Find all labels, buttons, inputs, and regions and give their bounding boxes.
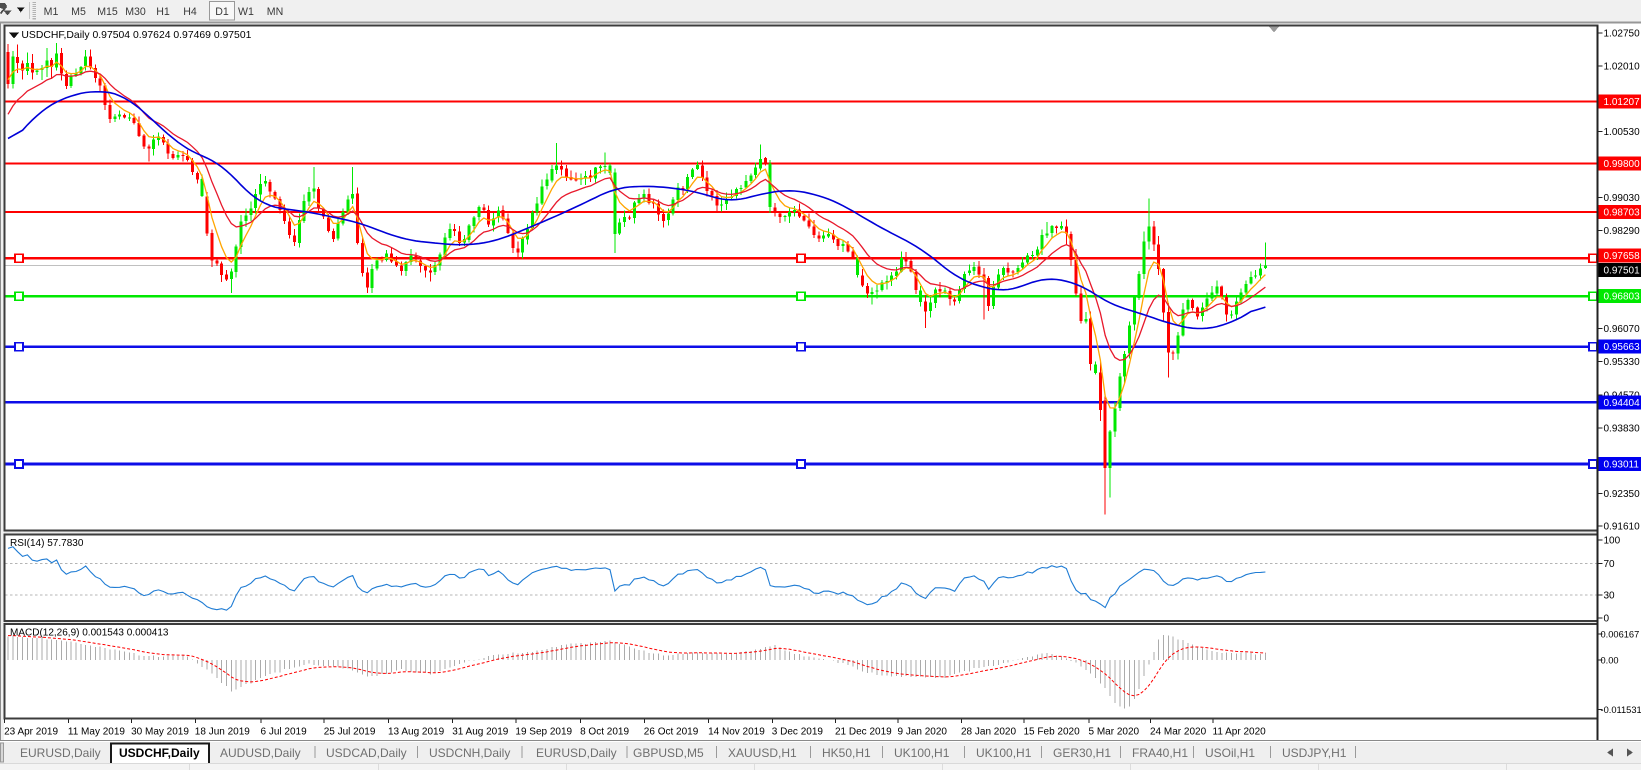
svg-text:MN: MN [267, 6, 283, 18]
svg-text:1.00530: 1.00530 [1604, 127, 1641, 138]
svg-text:21 Dec 2019: 21 Dec 2019 [835, 727, 892, 738]
svg-text:0.96070: 0.96070 [1604, 324, 1641, 335]
svg-text:1.02010: 1.02010 [1604, 61, 1641, 72]
svg-text:0.99030: 0.99030 [1604, 193, 1641, 204]
svg-text:30 May 2019: 30 May 2019 [131, 727, 189, 738]
svg-text:GER30,H1: GER30,H1 [1053, 746, 1111, 760]
svg-text:0.93011: 0.93011 [1604, 460, 1640, 471]
svg-text:13 Aug 2019: 13 Aug 2019 [388, 727, 445, 738]
svg-text:0: 0 [1604, 614, 1610, 625]
svg-text:H1: H1 [156, 6, 170, 18]
svg-text:XAUUSD,H1: XAUUSD,H1 [728, 746, 797, 760]
svg-text:0.98290: 0.98290 [1604, 226, 1641, 237]
svg-text:0.95663: 0.95663 [1604, 342, 1641, 353]
svg-text:9 Jan 2020: 9 Jan 2020 [898, 727, 948, 738]
svg-text:M15: M15 [97, 6, 118, 18]
svg-text:AUDUSD,Daily: AUDUSD,Daily [220, 746, 301, 760]
svg-text:28 Jan 2020: 28 Jan 2020 [961, 727, 1016, 738]
svg-text:EURUSD,Daily: EURUSD,Daily [20, 746, 101, 760]
svg-text:M30: M30 [125, 6, 146, 18]
svg-text:0.00: 0.00 [1601, 656, 1619, 666]
svg-text:USDCHF,Daily: USDCHF,Daily [21, 30, 90, 41]
svg-text:11 Apr 2020: 11 Apr 2020 [1213, 727, 1267, 738]
svg-text:1.02750: 1.02750 [1604, 29, 1641, 40]
svg-text:6 Jul 2019: 6 Jul 2019 [261, 727, 308, 738]
svg-text:0.94404: 0.94404 [1604, 398, 1641, 409]
svg-text:0.95330: 0.95330 [1604, 357, 1641, 368]
svg-text:M5: M5 [71, 6, 86, 18]
svg-text:EURUSD,Daily: EURUSD,Daily [536, 746, 617, 760]
svg-text:1.01207: 1.01207 [1604, 97, 1641, 108]
svg-text:0.91610: 0.91610 [1604, 522, 1641, 533]
svg-text:23 Apr 2019: 23 Apr 2019 [4, 727, 58, 738]
svg-text:15 Feb 2020: 15 Feb 2020 [1024, 727, 1081, 738]
svg-text:D1: D1 [215, 6, 229, 18]
svg-text:USDJPY,H1: USDJPY,H1 [1282, 746, 1347, 760]
svg-text:11 May 2019: 11 May 2019 [68, 727, 126, 738]
svg-text:M1: M1 [44, 6, 59, 18]
svg-text:0.99800: 0.99800 [1604, 159, 1641, 170]
svg-text:0.98703: 0.98703 [1604, 208, 1641, 219]
svg-text:14 Nov 2019: 14 Nov 2019 [708, 727, 765, 738]
svg-text:3 Dec 2019: 3 Dec 2019 [772, 727, 824, 738]
svg-text:70: 70 [1604, 559, 1616, 570]
svg-text:W1: W1 [238, 6, 254, 18]
svg-text:USDCAD,Daily: USDCAD,Daily [326, 746, 407, 760]
svg-text:0.97504 0.97624 0.97469 0.9750: 0.97504 0.97624 0.97469 0.97501 [93, 30, 252, 41]
svg-text:MACD(12,26,9) 0.001543 0.00041: MACD(12,26,9) 0.001543 0.000413 [10, 628, 169, 639]
svg-text:26 Oct 2019: 26 Oct 2019 [644, 727, 699, 738]
svg-text:8 Oct 2019: 8 Oct 2019 [580, 727, 629, 738]
svg-text:H4: H4 [183, 6, 197, 18]
svg-text:RSI(14) 57.7830: RSI(14) 57.7830 [10, 538, 84, 549]
svg-text:30: 30 [1604, 590, 1616, 601]
svg-text:0.93830: 0.93830 [1604, 423, 1641, 434]
svg-text:0.97658: 0.97658 [1604, 251, 1641, 262]
svg-text:GBPUSD,M5: GBPUSD,M5 [633, 746, 704, 760]
svg-text:31 Aug 2019: 31 Aug 2019 [452, 727, 509, 738]
svg-text:USDCNH,Daily: USDCNH,Daily [429, 746, 510, 760]
svg-text:0.96803: 0.96803 [1604, 292, 1641, 303]
svg-text:0.006167: 0.006167 [1601, 629, 1640, 639]
svg-text:UK100,H1: UK100,H1 [976, 746, 1032, 760]
svg-text:0.97501: 0.97501 [1604, 266, 1641, 277]
svg-text:24 Mar 2020: 24 Mar 2020 [1150, 727, 1207, 738]
svg-text:0.92350: 0.92350 [1604, 489, 1641, 500]
svg-text:100: 100 [1604, 536, 1621, 547]
svg-text:-0.011531: -0.011531 [1601, 705, 1641, 715]
svg-text:HK50,H1: HK50,H1 [822, 746, 871, 760]
svg-text:18 Jun 2019: 18 Jun 2019 [195, 727, 250, 738]
svg-text:USDCHF,Daily: USDCHF,Daily [119, 746, 200, 760]
svg-text:FRA40,H1: FRA40,H1 [1132, 746, 1188, 760]
svg-text:USOil,H1: USOil,H1 [1205, 746, 1255, 760]
svg-text:UK100,H1: UK100,H1 [894, 746, 950, 760]
svg-text:5 Mar 2020: 5 Mar 2020 [1089, 727, 1140, 738]
svg-text:25 Jul 2019: 25 Jul 2019 [324, 727, 376, 738]
svg-text:19 Sep 2019: 19 Sep 2019 [515, 727, 572, 738]
